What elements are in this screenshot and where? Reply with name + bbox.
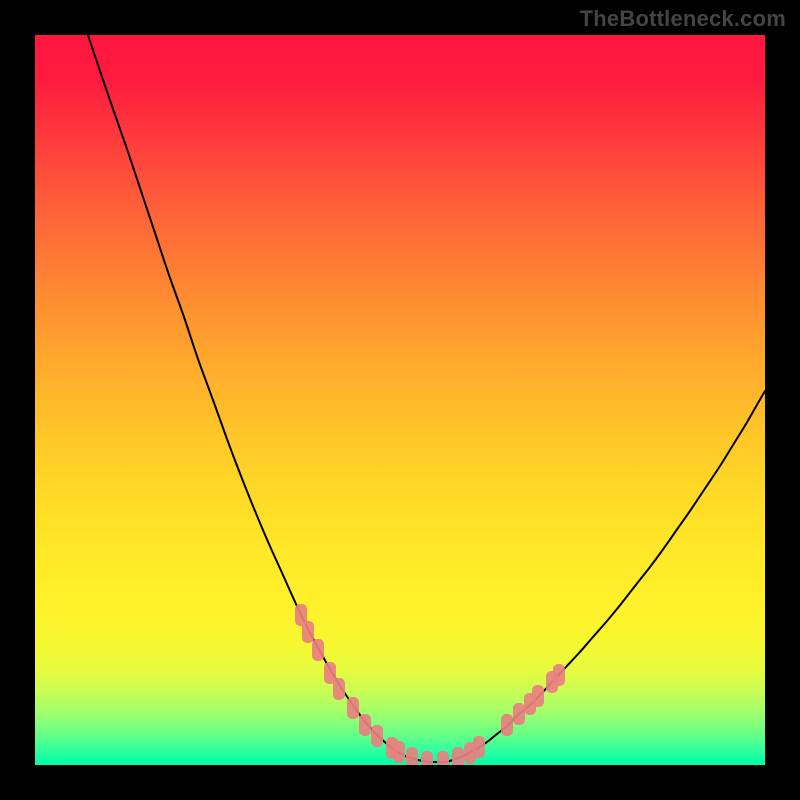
curve-marker — [532, 685, 544, 707]
curve-marker — [302, 621, 314, 643]
curve-marker — [513, 703, 525, 725]
chart-overlay — [35, 35, 765, 765]
curve-marker — [421, 751, 433, 765]
bottleneck-curve — [88, 35, 765, 762]
curve-marker — [359, 714, 371, 736]
plot-area — [35, 35, 765, 765]
curve-marker — [437, 751, 449, 765]
curve-marker — [452, 747, 464, 765]
curve-marker — [393, 741, 405, 763]
chart-stage: TheBottleneck.com — [0, 0, 800, 800]
curve-marker — [473, 736, 485, 758]
curve-marker — [501, 714, 513, 736]
curve-marker — [312, 639, 324, 661]
curve-marker — [553, 664, 565, 686]
curve-marker — [333, 678, 345, 700]
watermark-text: TheBottleneck.com — [580, 6, 786, 32]
curve-marker — [406, 747, 418, 765]
curve-markers — [295, 604, 565, 765]
curve-marker — [371, 725, 383, 747]
curve-marker — [347, 697, 359, 719]
